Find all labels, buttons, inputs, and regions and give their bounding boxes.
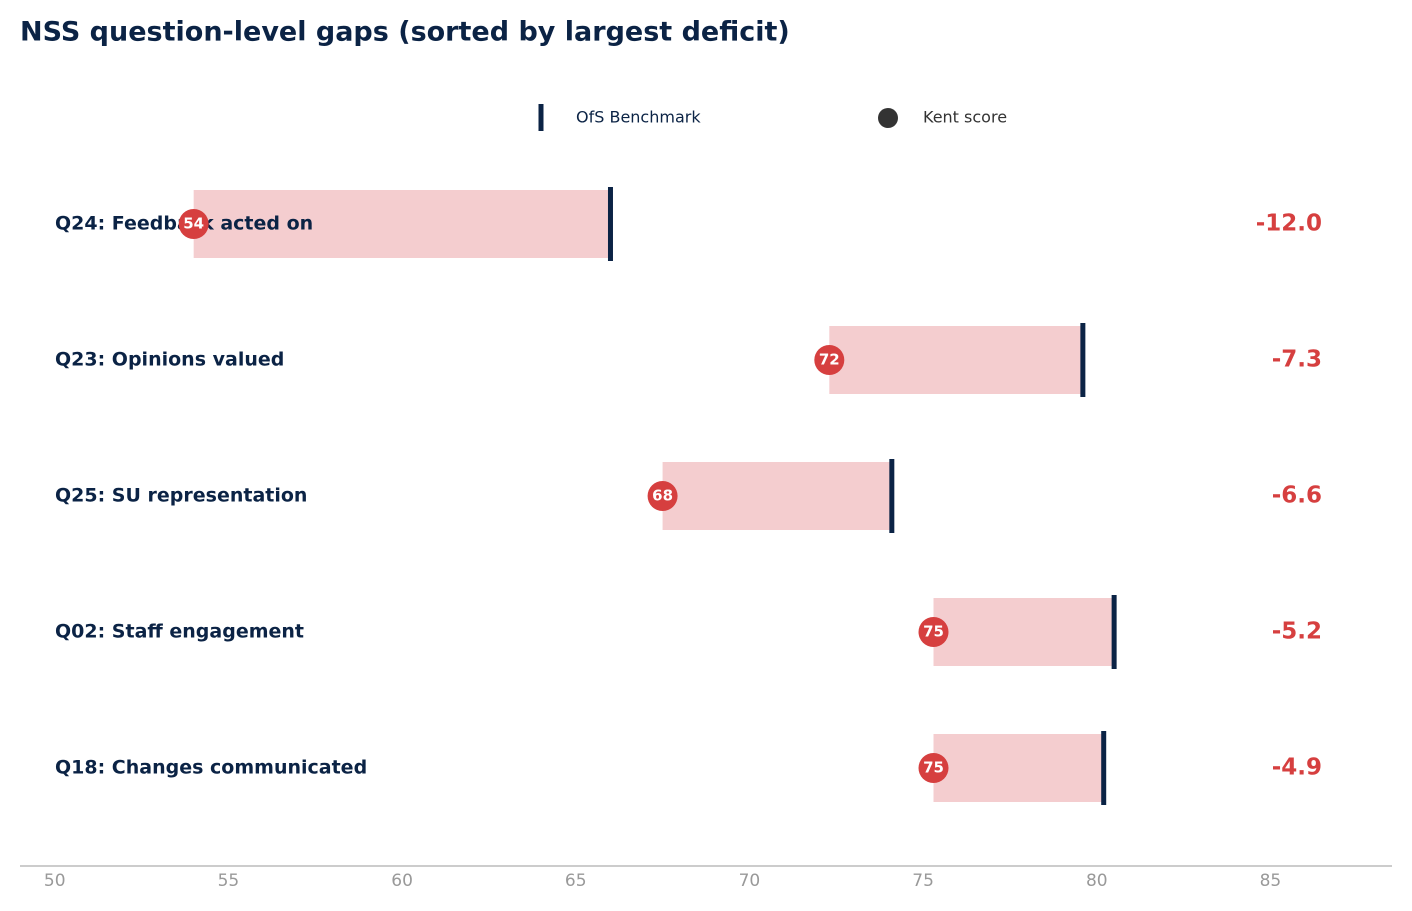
- kent-label: 75: [923, 759, 944, 777]
- kent-label: 54: [183, 215, 204, 233]
- kent-dot: [918, 617, 949, 647]
- gap-label: -5.2: [1272, 619, 1322, 645]
- x-tick-label: 70: [739, 871, 761, 891]
- gap-label: -12.0: [1256, 211, 1322, 237]
- x-tick-label: 65: [565, 871, 587, 891]
- kent-dot: [814, 345, 845, 375]
- gap-label: -4.9: [1272, 755, 1322, 781]
- kent-label: 68: [652, 487, 673, 505]
- kent-label: 72: [819, 351, 840, 369]
- legend-marker: [878, 108, 898, 128]
- gap-band: [933, 598, 1115, 666]
- x-tick-label: 75: [912, 871, 934, 891]
- x-tick-label: 55: [218, 871, 240, 891]
- x-tick-label: 60: [391, 871, 413, 891]
- gap-label: -7.3: [1272, 347, 1322, 373]
- x-tick-label: 50: [44, 871, 66, 891]
- category-label: Q02: Staff engagement: [55, 621, 304, 643]
- gap-band: [662, 462, 892, 530]
- category-label: Q23: Opinions valued: [55, 349, 284, 371]
- gap-label: -6.6: [1272, 483, 1322, 509]
- kent-dot: [647, 481, 678, 511]
- category-label: Q18: Changes communicated: [55, 757, 367, 779]
- x-tick-label: 80: [1086, 871, 1108, 891]
- legend-label: Kent score: [923, 108, 1007, 127]
- x-tick-label: 85: [1260, 871, 1282, 891]
- legend-label: OfS Benchmark: [576, 108, 701, 127]
- chart-title: NSS question-level gaps (sorted by large…: [20, 17, 790, 48]
- gap-band: [933, 734, 1104, 802]
- kent-dot: [918, 753, 949, 783]
- category-label: Q25: SU representation: [55, 485, 307, 507]
- kent-label: 75: [923, 623, 944, 641]
- gap-band: [829, 326, 1083, 394]
- kent-dot: [178, 209, 209, 239]
- gap-band: [193, 190, 611, 258]
